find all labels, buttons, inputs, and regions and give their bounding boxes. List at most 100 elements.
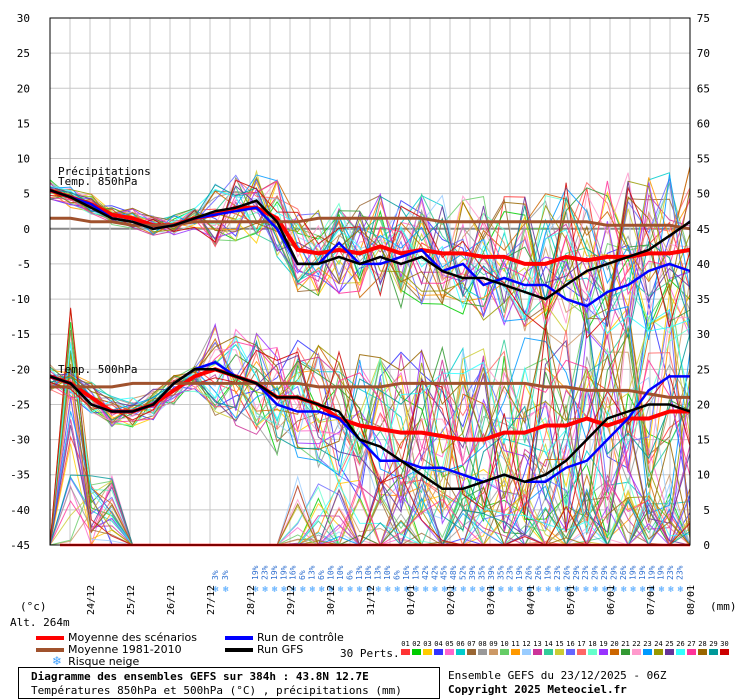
pert-color-swatch bbox=[632, 649, 641, 655]
date-tick-label: 29/12 bbox=[286, 585, 297, 615]
snowflake-icon: ❄ bbox=[659, 585, 665, 595]
perturbation-line bbox=[49, 339, 691, 536]
snowflake-icon: ❄ bbox=[52, 654, 63, 668]
plot-frame bbox=[49, 17, 691, 546]
right-tick-label: 70 bbox=[697, 47, 710, 60]
pert-number: 16 bbox=[566, 640, 575, 648]
right-tick-label: 30 bbox=[697, 328, 710, 341]
copyright: Copyright 2025 Meteociel.fr bbox=[448, 683, 627, 696]
snow-risk-percent: 23% bbox=[260, 565, 269, 580]
series-line-run-gfs-t850 bbox=[49, 189, 691, 301]
snow-risk-percent: 10% bbox=[326, 565, 335, 580]
snowflake-icon: ❄ bbox=[555, 585, 561, 595]
snowflake-icon: ❄ bbox=[498, 585, 504, 595]
pert-legend-item: 17 bbox=[576, 640, 587, 655]
left-tick-label: -5 bbox=[17, 258, 30, 271]
snow-risk-percent: 13% bbox=[374, 565, 383, 580]
pert-number: 26 bbox=[676, 640, 685, 648]
pert-color-swatch bbox=[566, 649, 575, 655]
pert-number: 29 bbox=[709, 640, 718, 648]
snow-risk-percent: 26% bbox=[562, 565, 571, 580]
pert-legend-item: 09 bbox=[488, 640, 499, 655]
pert-number: 21 bbox=[621, 640, 630, 648]
snow-risk-percent: 29% bbox=[610, 565, 619, 580]
pert-legend-item: 12 bbox=[521, 640, 532, 655]
snowflake-icon: ❄ bbox=[564, 585, 570, 595]
right-tick-label: 5 bbox=[703, 504, 710, 517]
pert-legend-item: 28 bbox=[697, 640, 708, 655]
snow-risk-percent: 42% bbox=[430, 565, 439, 580]
legend-gfs-run: Run GFS bbox=[225, 643, 303, 656]
pert-color-swatch bbox=[654, 649, 663, 655]
snowflake-icon: ❄ bbox=[319, 585, 325, 595]
date-tick-label: 07/01 bbox=[646, 585, 657, 615]
pert-color-swatch bbox=[478, 649, 487, 655]
pert-legend-item: 14 bbox=[543, 640, 554, 655]
pert-color-swatch bbox=[511, 649, 520, 655]
snowflake-icon: ❄ bbox=[583, 585, 589, 595]
left-tick-label: -35 bbox=[10, 469, 30, 482]
footer-left-box: Diagramme des ensembles GEFS sur 384h : … bbox=[18, 667, 440, 699]
snow-risk-percent: 6% bbox=[345, 570, 354, 580]
pert-number: 28 bbox=[698, 640, 707, 648]
pert-legend-item: 25 bbox=[664, 640, 675, 655]
pert-number: 12 bbox=[522, 640, 531, 648]
pert-number: 02 bbox=[412, 640, 421, 648]
pert-color-swatch bbox=[709, 649, 718, 655]
perturbation-line bbox=[49, 166, 691, 299]
pert-number: 15 bbox=[555, 640, 564, 648]
snow-risk-percent: 26% bbox=[525, 565, 534, 580]
pert-color-swatch bbox=[544, 649, 553, 655]
snow-risk-percent: 13% bbox=[355, 565, 364, 580]
pert-color-swatch bbox=[500, 649, 509, 655]
perturbation-line bbox=[49, 180, 691, 307]
snow-risk-percent: 23% bbox=[506, 565, 515, 580]
legend-mean-1981-2010: Moyenne 1981-2010 bbox=[36, 643, 182, 656]
perturbation-line bbox=[49, 318, 691, 531]
snowflake-icon: ❄ bbox=[678, 585, 684, 595]
pert-legend-item: 21 bbox=[620, 640, 631, 655]
pert-color-swatch bbox=[555, 649, 564, 655]
snowflake-icon: ❄ bbox=[338, 585, 344, 595]
snowflake-icon: ❄ bbox=[253, 585, 259, 595]
pert-number: 05 bbox=[445, 640, 454, 648]
pert-number: 09 bbox=[489, 640, 498, 648]
snow-risk-percent: 26% bbox=[619, 565, 628, 580]
pert-number: 30 bbox=[720, 640, 729, 648]
pert-legend-item: 11 bbox=[510, 640, 521, 655]
pert-legend-item: 08 bbox=[477, 640, 488, 655]
pert-number: 03 bbox=[423, 640, 432, 648]
ensemble-date: Ensemble GEFS du 23/12/2025 - 06Z bbox=[448, 669, 667, 682]
t850-label: Temp. 850hPa bbox=[58, 175, 137, 188]
snow-risk-percent: 35% bbox=[496, 565, 505, 580]
snowflake-icon: ❄ bbox=[291, 585, 297, 595]
perturbation-line bbox=[49, 328, 691, 533]
right-tick-label: 40 bbox=[697, 258, 710, 271]
snow-risk-percent: 19% bbox=[279, 565, 288, 580]
left-tick-label: 10 bbox=[17, 153, 30, 166]
pert-color-swatch bbox=[401, 649, 410, 655]
date-tick-label: 24/12 bbox=[86, 585, 97, 615]
pert-color-swatch bbox=[423, 649, 432, 655]
snow-risk-percent: 48% bbox=[449, 565, 458, 580]
snow-risk-percent: 13% bbox=[308, 565, 317, 580]
date-tick-label: 30/12 bbox=[326, 585, 337, 615]
pert-color-swatch bbox=[599, 649, 608, 655]
pert-number: 06 bbox=[456, 640, 465, 648]
pert-legend-item: 02 bbox=[411, 640, 422, 655]
snow-risk-percent: 19% bbox=[543, 565, 552, 580]
footer-title: Diagramme des ensembles GEFS sur 384h : … bbox=[31, 670, 369, 683]
snow-risk-percent: 29% bbox=[600, 565, 609, 580]
pert-color-swatch bbox=[445, 649, 454, 655]
right-tick-label: 75 bbox=[697, 12, 710, 25]
left-tick-label: -45 bbox=[10, 539, 30, 552]
snowflake-icon: ❄ bbox=[461, 585, 467, 595]
pert-color-swatch bbox=[720, 649, 729, 655]
pert-legend-item: 27 bbox=[686, 640, 697, 655]
pert-number: 25 bbox=[665, 640, 674, 648]
pert-legend-item: 23 bbox=[642, 640, 653, 655]
pert-legend-item: 05 bbox=[444, 640, 455, 655]
pert-number: 10 bbox=[500, 640, 509, 648]
left-tick-label: 30 bbox=[17, 12, 30, 25]
snowflake-icon: ❄ bbox=[404, 585, 410, 595]
